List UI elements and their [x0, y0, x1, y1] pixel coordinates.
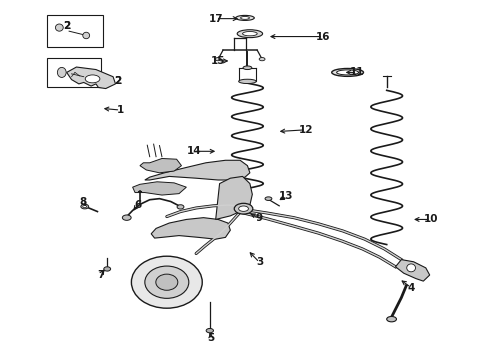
Text: 6: 6	[134, 200, 141, 210]
Ellipse shape	[387, 316, 396, 322]
Bar	[47, 15, 103, 47]
Ellipse shape	[243, 66, 252, 69]
Text: 2: 2	[63, 21, 70, 31]
Ellipse shape	[259, 58, 265, 61]
Ellipse shape	[55, 24, 63, 31]
Ellipse shape	[85, 75, 100, 83]
Text: 7: 7	[97, 270, 104, 280]
Text: 2: 2	[114, 76, 122, 86]
Polygon shape	[145, 160, 250, 180]
Ellipse shape	[265, 197, 272, 201]
Text: 10: 10	[423, 215, 438, 224]
Ellipse shape	[239, 206, 248, 211]
Text: 16: 16	[316, 32, 330, 41]
Text: 14: 14	[186, 146, 201, 156]
Ellipse shape	[337, 70, 359, 75]
Polygon shape	[67, 67, 116, 89]
Ellipse shape	[234, 203, 253, 214]
Text: 2: 2	[63, 21, 70, 31]
Polygon shape	[395, 260, 430, 281]
Polygon shape	[151, 218, 230, 239]
Ellipse shape	[145, 266, 189, 298]
Ellipse shape	[206, 328, 214, 333]
Ellipse shape	[407, 264, 416, 272]
Text: 3: 3	[256, 257, 263, 267]
Text: 9: 9	[255, 213, 262, 222]
Ellipse shape	[237, 30, 263, 38]
Ellipse shape	[239, 79, 256, 84]
Ellipse shape	[83, 206, 87, 208]
Text: 5: 5	[207, 333, 215, 343]
Text: 2: 2	[114, 76, 122, 86]
Ellipse shape	[81, 204, 89, 209]
Polygon shape	[140, 158, 181, 173]
Bar	[47, 58, 101, 87]
Polygon shape	[216, 176, 252, 220]
Ellipse shape	[177, 205, 184, 209]
Ellipse shape	[83, 32, 90, 39]
Ellipse shape	[57, 67, 66, 77]
Ellipse shape	[156, 274, 178, 290]
Text: 11: 11	[350, 67, 365, 77]
Text: 13: 13	[279, 191, 294, 201]
Ellipse shape	[215, 58, 221, 61]
Ellipse shape	[131, 256, 202, 308]
Polygon shape	[133, 182, 186, 195]
Ellipse shape	[332, 68, 364, 76]
Text: 12: 12	[299, 125, 313, 135]
Text: 17: 17	[208, 14, 223, 24]
Text: 4: 4	[408, 283, 415, 293]
Ellipse shape	[104, 267, 111, 271]
Ellipse shape	[241, 17, 249, 19]
Ellipse shape	[243, 32, 257, 36]
Text: 1: 1	[117, 105, 124, 115]
Ellipse shape	[236, 15, 254, 21]
Text: 8: 8	[79, 197, 86, 207]
Ellipse shape	[122, 215, 131, 220]
Text: 15: 15	[211, 56, 225, 66]
